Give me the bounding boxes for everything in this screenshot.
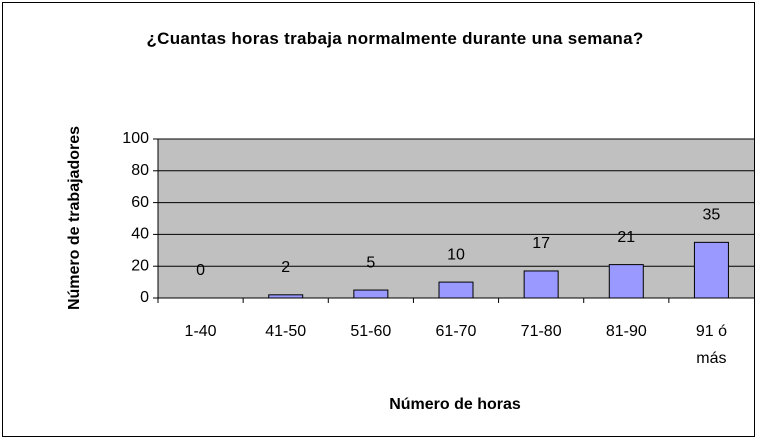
y-tick-label: 80 [131,162,149,179]
y-axis-label: Número de trabajadores [66,125,83,311]
x-tick-label: 1-40 [184,323,217,340]
x-tick-label: 81-90 [605,323,647,340]
bar [438,281,474,299]
data-label: 17 [532,235,550,252]
x-tick-label: 61-70 [435,323,477,340]
x-tick-label: 51-60 [350,323,392,340]
bar [353,289,389,299]
x-tick-label: 91 ó más [695,323,727,367]
x-tick-label: 71-80 [520,323,562,340]
bar [608,264,644,299]
y-tick-label: 0 [140,289,149,306]
plot-area [158,139,754,298]
data-label: 35 [703,207,721,224]
x-tick-label: 41-50 [265,323,307,340]
data-label: 0 [196,262,205,279]
bar [268,294,304,299]
x-axis-label: Número de horas [389,396,521,413]
data-label: 10 [447,246,465,263]
y-tick-label: 100 [122,130,149,147]
chart-title: ¿Cuantas horas trabaja normalmente duran… [146,29,644,48]
data-label: 2 [281,259,290,276]
data-label: 21 [617,229,635,246]
y-tick-label: 60 [131,194,149,211]
bar [523,270,559,299]
data-label: 5 [366,254,375,271]
y-tick-label: 20 [131,257,149,274]
y-tick-label: 40 [131,226,149,243]
bar [693,241,729,299]
